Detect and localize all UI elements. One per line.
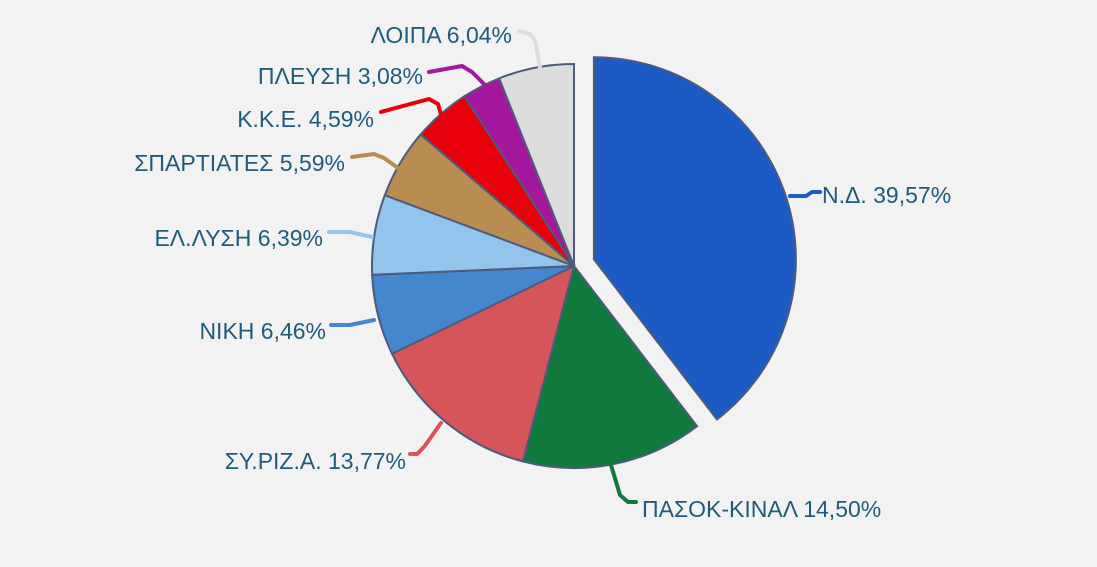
leader-line-9	[517, 29, 542, 69]
pie-slice-9	[497, 62, 575, 267]
leader-line-3	[408, 421, 443, 456]
leader-line-1	[788, 190, 822, 198]
leader-line-5	[327, 230, 374, 239]
data-label-2: ΠΑΣΟΚ-ΚΙΝΑΛ 14,50%	[642, 496, 881, 522]
data-label-3: ΣΥ.ΡΙΖ.Α. 13,77%	[225, 448, 406, 474]
pie-slice-1	[592, 56, 797, 421]
leader-line-2	[609, 463, 638, 504]
pie-slice-2	[521, 263, 699, 469]
data-label-4: ΝΙΚΗ 6,46%	[199, 318, 326, 344]
leader-lines-layer	[327, 29, 822, 504]
data-label-8: ΠΛΕΥΣΗ 3,08%	[258, 63, 423, 89]
leader-line-8	[427, 64, 487, 87]
data-label-7: Κ.Κ.Ε. 4,59%	[237, 106, 374, 132]
leader-line-6	[350, 152, 400, 170]
data-label-1: Ν.Δ. 39,57%	[822, 182, 951, 208]
data-label-6: ΣΠΑΡΤΙΑΤΕΣ 5,59%	[134, 150, 345, 176]
leader-line-7	[379, 97, 444, 120]
data-labels-layer: Ν.Δ. 39,57% ΠΑΣΟΚ-ΚΙΝΑΛ 14,50% ΣΥ.ΡΙΖ.Α. 1…	[134, 22, 951, 522]
data-label-5: ΕΛ.ΛΥΣΗ 6,39%	[154, 225, 323, 251]
pie-slice-3	[390, 264, 576, 463]
leader-line-4	[329, 318, 376, 327]
data-label-9: ΛΟΙΠΑ 6,04%	[371, 22, 512, 48]
slices-layer	[371, 56, 797, 469]
